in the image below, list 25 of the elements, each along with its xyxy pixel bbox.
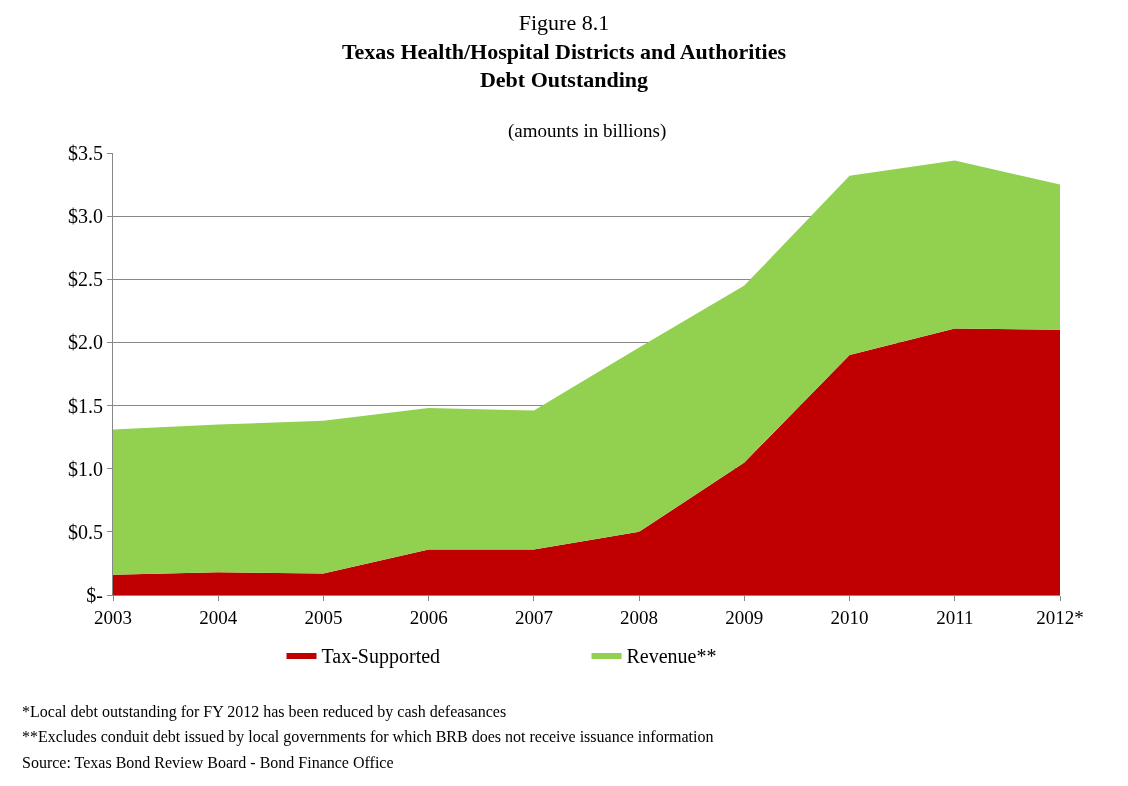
x-tick-label: 2010 (830, 606, 869, 628)
legend-label: Revenue** (626, 644, 717, 667)
x-tick-label: 2007 (514, 606, 553, 628)
y-tick-label: $1.0 (68, 457, 103, 480)
x-tick-label: 2004 (199, 606, 238, 628)
x-tick-label: 2005 (304, 606, 343, 628)
source-note: Source: Texas Bond Review Board - Bond Finance Office (22, 754, 394, 771)
y-tick-label: $2.5 (68, 268, 103, 291)
y-tick-label: $- (86, 584, 103, 606)
chart-subtitle: (amounts in billions) (508, 120, 667, 142)
x-tick-label: 2012* (1036, 606, 1084, 628)
text: *Local debt outstanding for FY 2012 has been reduced by cash defeasances (22, 703, 507, 721)
legend-label: Tax-Supported (321, 644, 441, 668)
x-tick-label: 2003 (94, 606, 132, 628)
chart-title: Figure 8.1 Texas Health/Hospital Districts and Authorities Debt Outstanding (341, 10, 787, 93)
x-tick-label: 2008 (620, 606, 659, 628)
y-tick-label: $1.5 (68, 394, 103, 417)
x-tick-label: 2009 (725, 606, 764, 628)
text: **Excludes conduit debt issued by local governments for which BRB does not receive issuance information (22, 728, 714, 746)
x-tick-label: 2011 (936, 606, 974, 628)
x-tick-label: 2006 (409, 606, 448, 628)
y-tick-label: $3.0 (68, 205, 103, 228)
y-tick-label: $0.5 (68, 520, 103, 543)
y-tick-label: $2.0 (68, 331, 103, 354)
y-tick-label: $3.5 (68, 142, 103, 164)
